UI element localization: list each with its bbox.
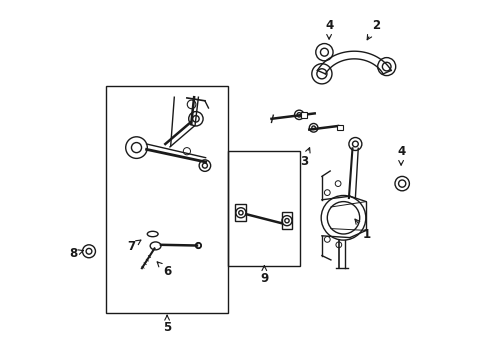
Polygon shape (317, 51, 390, 74)
Text: 4: 4 (325, 19, 332, 39)
Bar (300, 112, 306, 118)
Text: 7: 7 (127, 240, 141, 253)
Bar (228, 151, 300, 266)
Text: 5: 5 (163, 315, 171, 334)
Text: 1: 1 (354, 219, 370, 240)
Text: 8: 8 (69, 247, 83, 260)
FancyBboxPatch shape (281, 212, 292, 229)
Text: 9: 9 (260, 266, 268, 285)
Text: 6: 6 (157, 262, 171, 278)
FancyBboxPatch shape (235, 204, 246, 221)
Bar (337, 125, 343, 130)
Bar (106, 86, 228, 313)
Text: 3: 3 (299, 148, 309, 168)
Text: 4: 4 (396, 145, 405, 165)
Text: 2: 2 (366, 19, 379, 40)
